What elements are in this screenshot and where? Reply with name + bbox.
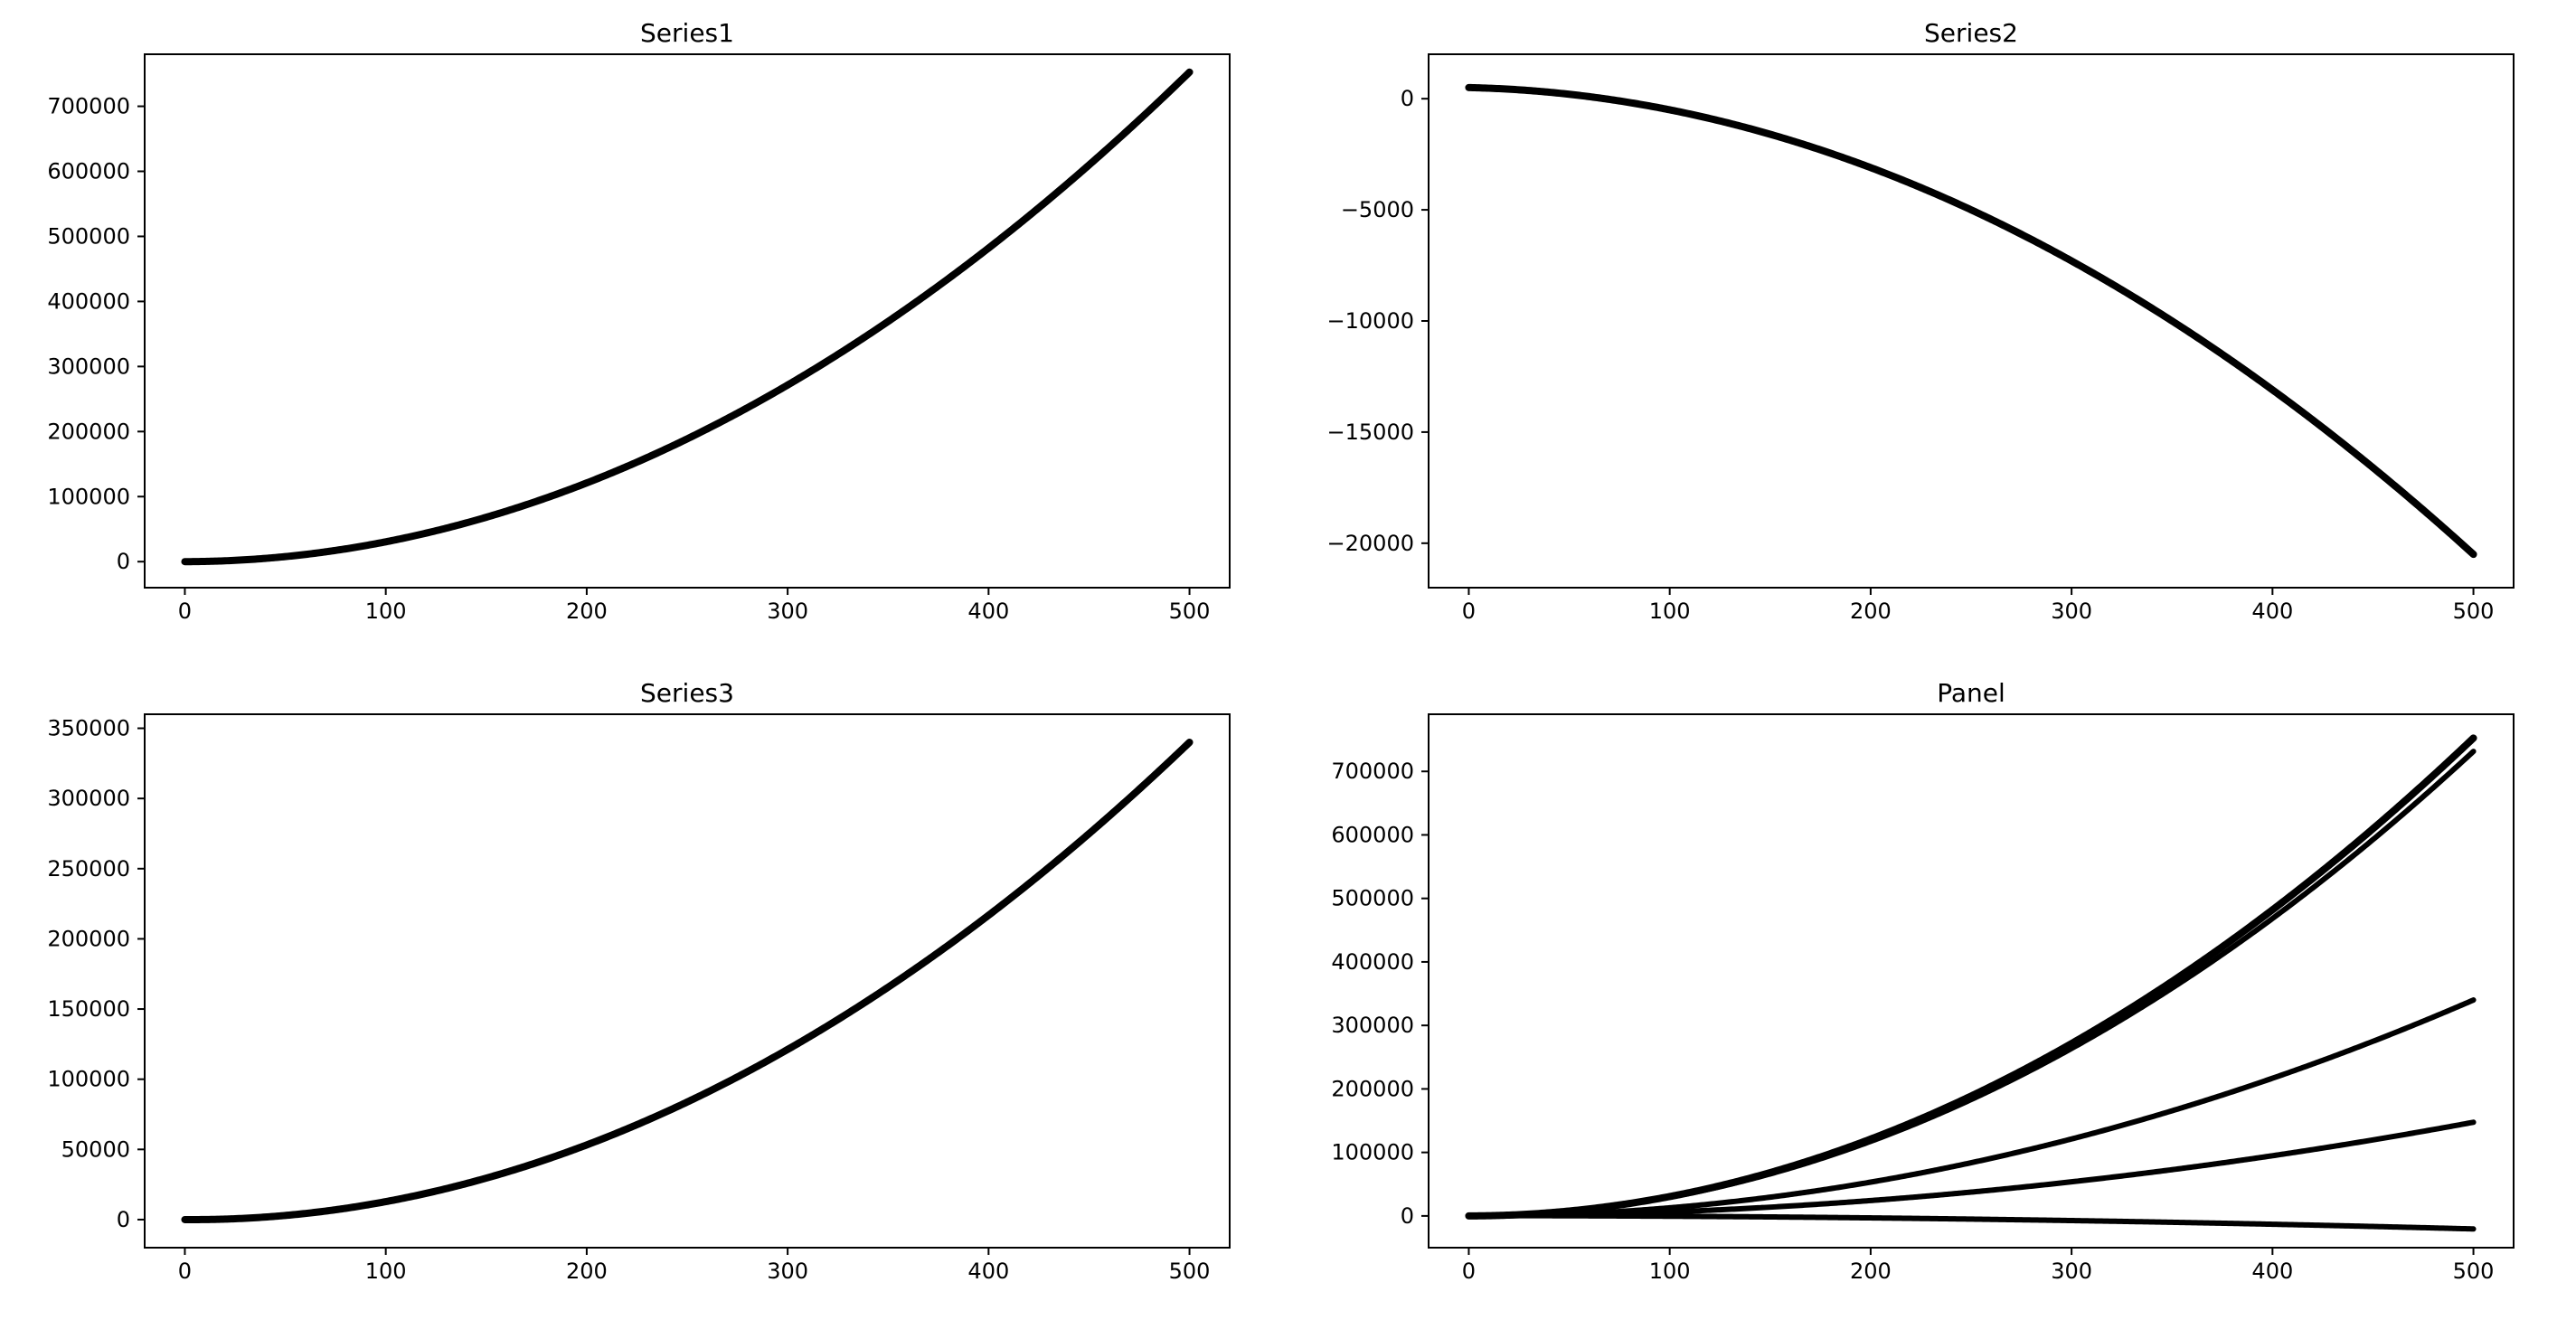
chart-svg: 0100200300400500050000100000150000200000… <box>145 714 1230 1248</box>
x-tick-label: 100 <box>365 1259 407 1284</box>
y-tick-label: 350000 <box>47 716 130 741</box>
chart-title: Series3 <box>145 678 1230 708</box>
y-tick-label: 700000 <box>47 94 130 119</box>
x-tick-label: 400 <box>967 599 1009 624</box>
x-tick-label: 500 <box>1169 599 1211 624</box>
series-line <box>1468 88 2473 554</box>
y-tick-label: 100000 <box>47 1067 130 1092</box>
y-tick-label: −20000 <box>1327 531 1414 556</box>
x-tick-label: 200 <box>566 599 608 624</box>
figure: Series1010020030040050001000002000003000… <box>0 0 2576 1320</box>
x-tick-label: 300 <box>767 1259 808 1284</box>
y-tick-label: 500000 <box>47 223 130 249</box>
x-tick-label: 0 <box>178 599 192 624</box>
y-tick-label: 300000 <box>1331 1013 1414 1038</box>
x-tick-label: 400 <box>2251 599 2293 624</box>
y-tick-label: 200000 <box>47 926 130 951</box>
series-line <box>1468 1216 2473 1230</box>
y-tick-label: 400000 <box>47 288 130 314</box>
chart-title: Series2 <box>1429 18 2514 48</box>
y-tick-label: −15000 <box>1327 420 1414 445</box>
chart-svg: 0100200300400500−20000−15000−10000−50000 <box>1429 54 2514 588</box>
chart-title: Panel <box>1429 678 2514 708</box>
y-tick-label: 0 <box>117 1207 130 1232</box>
series-line <box>184 742 1189 1220</box>
x-tick-label: 200 <box>1850 1259 1892 1284</box>
y-tick-label: 600000 <box>1331 822 1414 847</box>
chart-title: Series1 <box>145 18 1230 48</box>
x-tick-label: 300 <box>2051 599 2092 624</box>
x-tick-label: 500 <box>2453 1259 2495 1284</box>
series-line <box>184 72 1189 561</box>
y-tick-label: 500000 <box>1331 886 1414 911</box>
x-tick-label: 0 <box>1462 599 1476 624</box>
x-tick-label: 300 <box>767 599 808 624</box>
chart-svg: 0100200300400500010000020000030000040000… <box>1429 714 2514 1248</box>
y-tick-label: 150000 <box>47 996 130 1022</box>
y-tick-label: 100000 <box>1331 1140 1414 1165</box>
y-tick-label: 300000 <box>47 786 130 811</box>
subplot-series1: Series1010020030040050001000002000003000… <box>145 54 1230 588</box>
chart-svg: 0100200300400500010000020000030000040000… <box>145 54 1230 588</box>
x-tick-label: 500 <box>1169 1259 1211 1284</box>
y-tick-label: 200000 <box>1331 1076 1414 1101</box>
subplot-panel: Panel01002003004005000100000200000300000… <box>1429 714 2514 1248</box>
series-line <box>1468 738 2473 1216</box>
series-line <box>1468 1000 2473 1216</box>
x-tick-label: 200 <box>566 1259 608 1284</box>
x-tick-label: 200 <box>1850 599 1892 624</box>
y-tick-label: 0 <box>1401 86 1414 111</box>
x-tick-label: 0 <box>178 1259 192 1284</box>
subplot-series3: Series3010020030040050005000010000015000… <box>145 714 1230 1248</box>
y-tick-label: 0 <box>1401 1203 1414 1229</box>
x-tick-label: 100 <box>1649 599 1691 624</box>
y-tick-label: 200000 <box>47 419 130 444</box>
y-tick-label: 600000 <box>47 159 130 184</box>
subplot-series2: Series20100200300400500−20000−15000−1000… <box>1429 54 2514 588</box>
x-tick-label: 400 <box>967 1259 1009 1284</box>
x-tick-label: 500 <box>2453 599 2495 624</box>
y-tick-label: 250000 <box>47 856 130 882</box>
x-tick-label: 100 <box>365 599 407 624</box>
y-tick-label: 100000 <box>47 484 130 509</box>
x-tick-label: 0 <box>1462 1259 1476 1284</box>
y-tick-label: −5000 <box>1341 197 1414 222</box>
y-tick-label: 300000 <box>47 354 130 379</box>
y-tick-label: −10000 <box>1327 308 1414 334</box>
x-tick-label: 100 <box>1649 1259 1691 1284</box>
y-tick-label: 0 <box>117 549 130 574</box>
y-tick-label: 700000 <box>1331 759 1414 784</box>
x-tick-label: 300 <box>2051 1259 2092 1284</box>
y-tick-label: 400000 <box>1331 949 1414 975</box>
x-tick-label: 400 <box>2251 1259 2293 1284</box>
y-tick-label: 50000 <box>61 1136 130 1162</box>
